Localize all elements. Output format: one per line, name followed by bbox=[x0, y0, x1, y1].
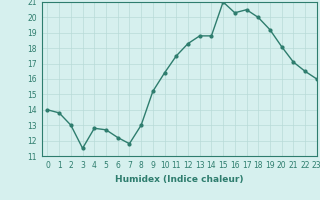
X-axis label: Humidex (Indice chaleur): Humidex (Indice chaleur) bbox=[115, 175, 244, 184]
